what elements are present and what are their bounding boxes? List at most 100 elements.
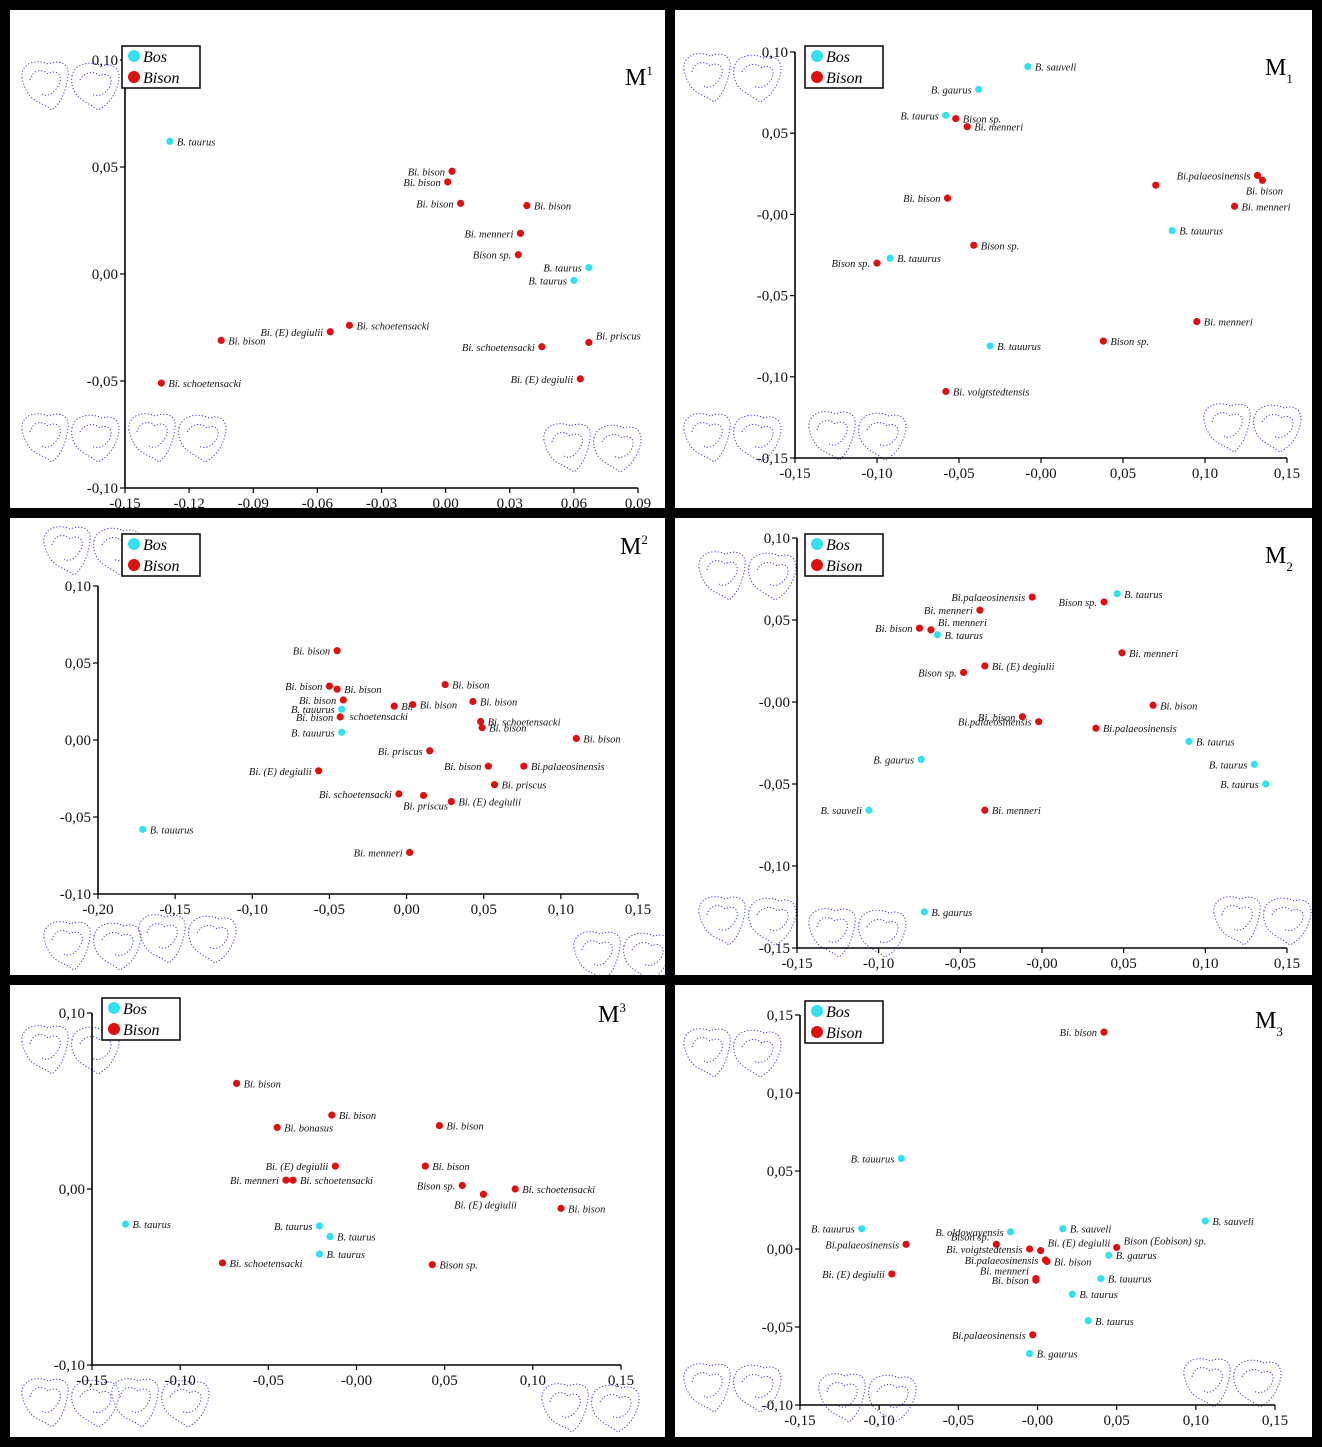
point-label: B. tauurus [897,254,941,265]
data-point-bos [315,1222,324,1230]
point-label: Bi. bison [534,202,571,213]
data-point-bison [1025,1245,1034,1253]
data-point-bos [886,254,894,262]
y-tick-label: -0,05 [60,810,91,826]
point-label: Bison sp. [951,1232,990,1243]
tooth-outline-icon [698,896,797,946]
data-point-bison [1092,724,1100,732]
point-label: Bi. bison [480,698,517,709]
data-point-bison [390,702,398,710]
data-point-bison [345,321,354,329]
data-point-bos [897,1154,905,1163]
data-point-bison [490,781,499,789]
tooth-outline-icon [543,423,642,473]
point-label: Bi. schoetensacki [300,1176,373,1187]
point-label: B. taurus [133,1220,172,1231]
x-tick-label: 0,10 [1192,466,1218,482]
point-label: Bi. (E) degiulii [1048,1239,1111,1250]
panel-title: M2 [1265,543,1293,574]
data-point-bison [441,680,449,689]
data-point-bison [981,662,989,670]
point-label: Bi. bison [416,199,453,210]
legend-bos-label: Bos [826,1004,850,1021]
point-label: Bi. bison [875,624,912,635]
tooth-outline-icon [683,53,782,103]
data-point-bison [448,167,456,175]
x-tick-label: 0,05 [1110,466,1136,482]
legend-bos-label: Bos [826,537,850,554]
tooth-outline-icon [1203,403,1302,453]
data-point-bison [478,724,486,732]
data-point-bison [915,624,924,632]
point-label: Bi.palaeosinensis [1103,724,1177,735]
data-point-bison [516,229,525,237]
point-label: Bi. menneri [464,229,513,240]
x-tick-label: 0,10 [520,1373,546,1389]
data-point-bos [1201,1217,1209,1225]
data-point-bison [1037,1246,1045,1255]
data-point-bison [888,1270,896,1278]
tooth-outline-icon [21,61,120,111]
point-label: Bi. voigtstedtensis [946,1245,1022,1256]
legend-bos-marker [811,50,823,62]
data-point-bos [1105,1251,1113,1259]
x-tick-label: 0,09 [625,496,651,508]
legend: Bos Bison [101,997,181,1041]
tooth-outline-icon [111,1378,210,1428]
data-point-bos [121,1220,130,1228]
point-label: Bi. bison [978,713,1015,724]
data-point-bison [421,1162,429,1170]
y-tick-label: -0,05 [757,289,788,305]
legend-bos-marker [108,1002,120,1014]
data-point-bison [218,1259,227,1267]
data-point-bison [409,700,417,709]
scatter-plot-lower-m3: -0,15 -0,10 -0,05 -0,00 0,05 0,10 0,15-0,10-0,… [683,1000,1288,1429]
point-label: B. taurus [900,111,939,122]
point-label: Bi. menneri [230,1176,279,1187]
point-label: Bi. bison [992,1276,1029,1287]
x-tick-label: -0,05 [945,956,976,972]
tooth-outline-icon [1183,1358,1282,1408]
x-tick-label: 0,15 [1274,466,1300,482]
x-tick-label: 0,15 [625,902,651,918]
legend-bison-marker [128,559,140,571]
x-tick-label: -0,03 [366,496,397,508]
point-label: Bison sp. [1059,598,1098,609]
point-label: Bison sp. [417,1181,456,1192]
point-label: B. tauurus [1179,227,1223,238]
point-label: B. gaurus [1116,1251,1157,1262]
data-point-bison [1149,701,1157,709]
y-tick-label: -0,00 [759,695,790,711]
point-label: Bi. bison [293,647,330,658]
data-point-bison [333,647,341,655]
x-tick-label: 0,03 [497,496,523,508]
y-tick-label: -0,10 [87,481,118,497]
point-label: B. taurus [1124,590,1163,601]
panel-title: M1 [625,63,653,91]
tooth-outline-icon [541,1383,640,1433]
y-tick-label: -0,05 [762,1320,793,1336]
point-label: Bi. menneri [992,806,1041,817]
data-point-bison [447,798,455,806]
y-tick-label: -0,10 [762,1398,793,1414]
point-label: Bi. (E) degiulii [249,767,312,778]
point-label: B. taurus [177,137,216,148]
point-label: Bi. bison [420,701,457,712]
y-tick-label: 0,00 [59,1182,85,1198]
x-tick-label: -0,05 [943,1413,974,1429]
data-point-bison [514,251,522,259]
point-label: B. sauveli [820,806,861,817]
tooth-outline-icon [1213,896,1312,946]
data-point-bos [1250,760,1258,768]
data-point-bos [986,342,994,350]
data-point-bison [289,1176,297,1184]
data-point-bison [419,791,428,800]
point-label: Bi. (E) degiulii [266,1162,329,1173]
point-label: Bi. bison [344,685,381,696]
point-label: Bi. bison [1054,1257,1091,1268]
data-point-bos [338,705,346,713]
data-point-bison [902,1240,910,1248]
scatter-plot-upper-m3: -0,15 -0,10 -0,05 -0,00 0,05 0,10 0,15-0,100,0… [21,997,640,1433]
point-label: Bi. bison [903,194,940,205]
data-point-bos [338,728,346,736]
